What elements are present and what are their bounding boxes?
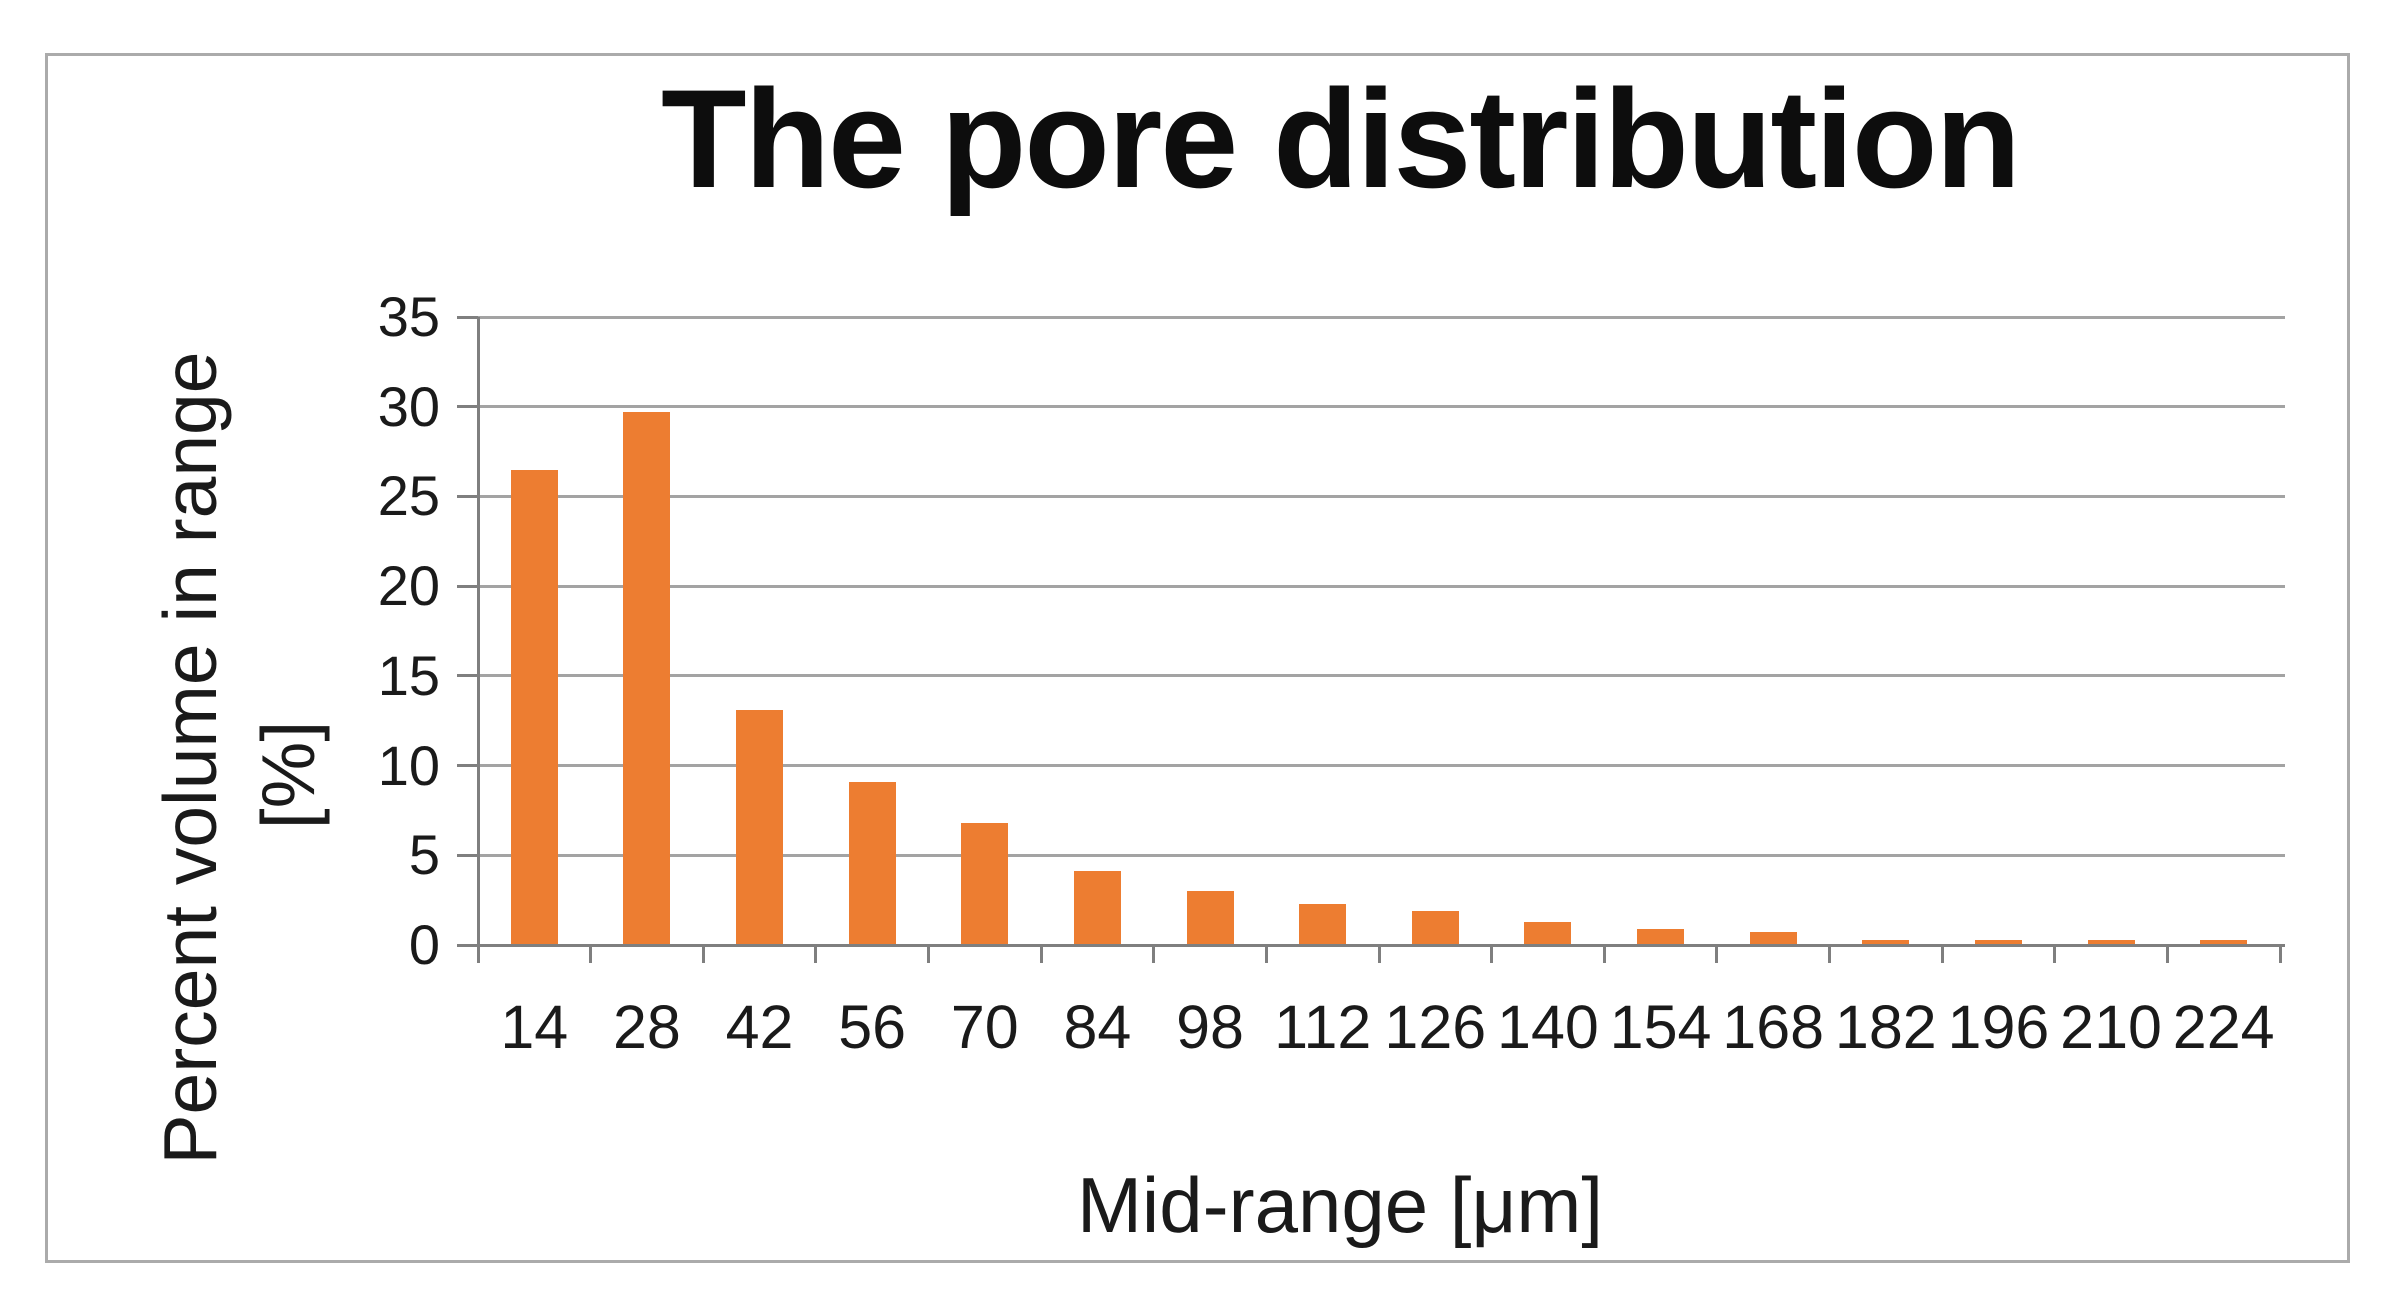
y-tick-10 <box>457 764 478 768</box>
bar-56 <box>848 782 896 945</box>
y-tick-label-5: 5 <box>408 823 440 887</box>
gridline-10 <box>478 764 2285 768</box>
x-tick-label-70: 70 <box>950 993 1019 1061</box>
y-tick-5 <box>457 853 478 857</box>
x-tick-13 <box>1940 945 1944 963</box>
y-axis-title: Percent volume in range <box>148 351 232 1165</box>
x-tick-label-182: 182 <box>1834 993 1937 1061</box>
x-tick-0 <box>476 945 480 963</box>
bar-28 <box>623 412 671 945</box>
bar-98 <box>1186 891 1234 945</box>
bar-182 <box>1862 940 1910 945</box>
bar-70 <box>961 823 1009 945</box>
x-tick-label-98: 98 <box>1176 993 1244 1061</box>
x-tick-6 <box>1152 945 1156 963</box>
y-tick-label-15: 15 <box>377 643 440 707</box>
x-tick-10 <box>1602 945 1606 963</box>
x-tick-label-126: 126 <box>1384 993 1487 1061</box>
chart-border <box>45 53 2350 1263</box>
y-tick-label-0: 0 <box>408 913 440 976</box>
x-tick-label-196: 196 <box>1947 993 2050 1061</box>
x-tick-12 <box>1828 945 1831 963</box>
y-tick-label-35: 35 <box>377 285 440 348</box>
x-tick-label-28: 28 <box>613 993 681 1061</box>
y-tick-35 <box>457 315 478 319</box>
x-tick-label-42: 42 <box>725 993 794 1061</box>
x-tick-4 <box>927 945 930 963</box>
x-tick-label-168: 168 <box>1722 993 1825 1061</box>
gridline-30 <box>478 405 2285 409</box>
y-tick-15 <box>457 674 478 678</box>
y-tick-30 <box>457 405 478 409</box>
gridline-25 <box>478 494 2285 498</box>
bar-42 <box>736 710 784 945</box>
gridline-20 <box>478 584 2285 588</box>
y-tick-label-10: 10 <box>377 733 440 797</box>
bar-210 <box>2087 940 2135 945</box>
x-tick-9 <box>1490 945 1494 963</box>
x-tick-16 <box>2278 945 2282 963</box>
gridline-15 <box>478 674 2285 678</box>
y-tick-label-25: 25 <box>377 464 440 528</box>
x-tick-3 <box>814 945 818 963</box>
x-tick-label-210: 210 <box>2060 993 2162 1061</box>
bar-224 <box>2200 940 2248 945</box>
x-tick-8 <box>1377 945 1381 963</box>
y-tick-label-20: 20 <box>377 554 440 618</box>
x-axis-line <box>478 943 2285 947</box>
bar-14 <box>510 470 558 945</box>
x-tick-15 <box>2165 945 2169 963</box>
x-tick-label-84: 84 <box>1063 993 1132 1061</box>
x-tick-label-154: 154 <box>1609 993 1712 1061</box>
x-tick-label-112: 112 <box>1274 993 1372 1061</box>
x-tick-1 <box>589 945 593 963</box>
bar-196 <box>1974 940 2022 945</box>
bar-154 <box>1637 929 1685 945</box>
gridline-5 <box>478 853 2285 857</box>
x-tick-2 <box>701 945 705 963</box>
x-tick-label-56: 56 <box>838 993 907 1061</box>
x-tick-11 <box>1715 945 1719 963</box>
chart-title: The pore distribution <box>661 60 2021 217</box>
y-tick-label-30: 30 <box>377 374 440 438</box>
x-tick-14 <box>2053 945 2057 963</box>
bar-112 <box>1299 904 1347 945</box>
y-tick-20 <box>457 584 478 588</box>
x-tick-label-140: 140 <box>1497 993 1599 1061</box>
x-tick-label-224: 224 <box>2172 993 2275 1061</box>
gridline-35 <box>478 315 2285 319</box>
y-tick-0 <box>457 943 478 947</box>
bar-168 <box>1749 932 1797 945</box>
y-axis-line <box>476 317 480 963</box>
x-tick-label-14: 14 <box>500 993 569 1061</box>
x-axis-title: Mid-range [μm] <box>1076 1161 1604 1249</box>
x-tick-7 <box>1264 945 1268 963</box>
bar-140 <box>1524 922 1572 945</box>
y-tick-25 <box>457 494 478 498</box>
x-tick-5 <box>1039 945 1043 963</box>
bar-126 <box>1411 911 1459 945</box>
bar-84 <box>1073 871 1121 945</box>
